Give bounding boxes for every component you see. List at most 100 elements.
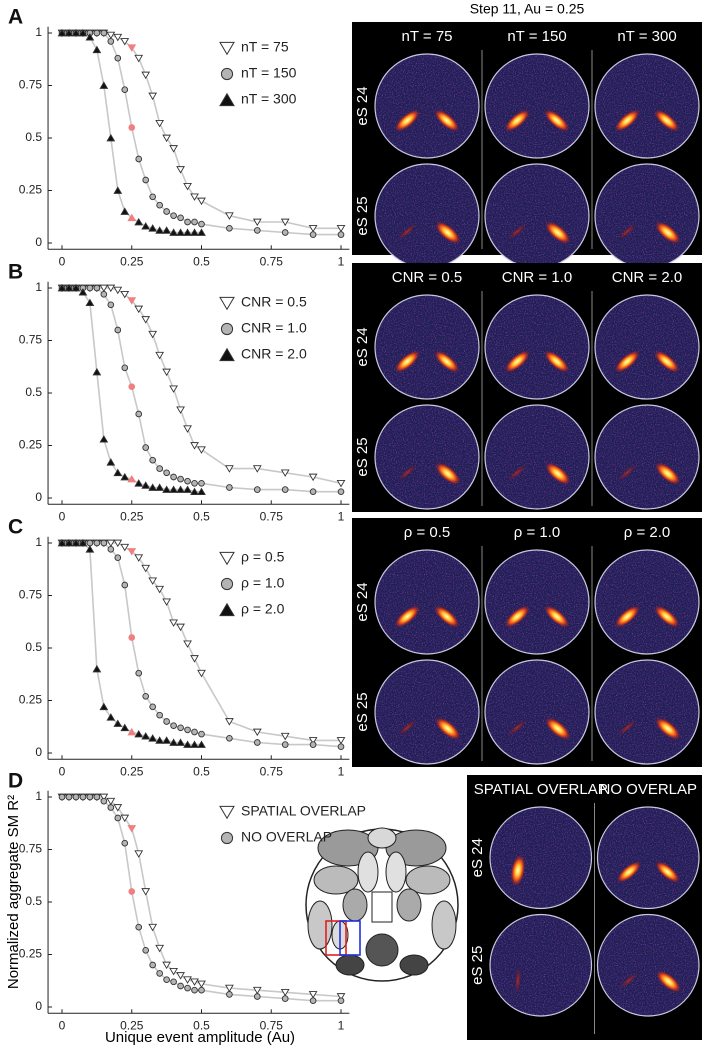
brain-map [597, 807, 699, 909]
brain-map [485, 54, 589, 158]
data-point [176, 406, 185, 414]
data-point [99, 702, 109, 711]
x-tick-label: 1 [338, 1018, 345, 1032]
brain-map [375, 295, 479, 399]
atlas-diagram [305, 827, 459, 982]
data-point [93, 793, 101, 801]
map-outline [489, 913, 593, 1017]
series-line [62, 32, 202, 234]
data-point [170, 978, 177, 986]
data-point [134, 479, 144, 487]
data-point [198, 480, 205, 487]
data-point [190, 740, 199, 748]
brain-map [375, 550, 479, 654]
data-point [191, 986, 198, 994]
image-column-label: ρ = 1.0 [514, 524, 560, 541]
data-point [190, 442, 199, 450]
data-point [85, 33, 95, 41]
data-point [336, 993, 346, 1001]
data-point [127, 474, 137, 483]
data-point [225, 718, 234, 726]
activation-blob [504, 605, 530, 628]
map-outline [489, 806, 593, 910]
data-point [308, 737, 318, 745]
data-point [106, 133, 116, 142]
legend-marker [219, 41, 235, 56]
data-point [176, 166, 185, 174]
legend-label: CNR = 0.5 [241, 294, 307, 310]
data-point [127, 548, 137, 556]
legend-marker [220, 831, 234, 845]
data-point [183, 228, 192, 236]
data-point [107, 38, 115, 45]
data-point [71, 28, 81, 37]
activation-blob [435, 717, 461, 740]
map-outline [484, 659, 590, 765]
activation-blob [544, 109, 570, 132]
data-point [155, 226, 165, 234]
data-point [198, 220, 205, 228]
data-point [191, 728, 198, 736]
data-point [280, 732, 290, 741]
x-axis-label: Unique event amplitude (Au) [105, 1029, 295, 1046]
data-point [309, 741, 317, 748]
data-point [113, 719, 123, 727]
data-point [163, 718, 170, 725]
map-noise [597, 807, 699, 909]
x-tick-label: 0.75 [260, 1018, 284, 1032]
map-noise [485, 660, 589, 764]
data-point [183, 640, 192, 648]
data-point [127, 727, 137, 736]
map-noise [375, 660, 479, 764]
data-point [281, 229, 289, 236]
data-point [141, 71, 151, 80]
data-point [156, 711, 163, 719]
panel-label: D [8, 770, 23, 793]
activation-blob [514, 966, 522, 995]
series-line [62, 542, 341, 742]
data-point [155, 483, 165, 491]
data-point [120, 472, 130, 481]
activation-blob [655, 221, 681, 244]
map-noise [595, 660, 699, 764]
data-point [252, 218, 262, 227]
activation-blob [435, 462, 461, 485]
data-point [113, 468, 123, 477]
y-tick-label: 0.5 [25, 130, 42, 144]
brain-map [490, 914, 592, 1016]
activation-blob [654, 109, 680, 132]
data-point [64, 283, 74, 292]
data-point [135, 669, 143, 677]
data-point [128, 888, 136, 895]
map-noise [595, 54, 699, 158]
legend-label: nT = 75 [241, 39, 289, 55]
image-column-label: SPATIAL OVERLAP [474, 781, 608, 798]
legend-label: SPATIAL OVERLAP [241, 803, 366, 819]
panel-label: A [8, 6, 23, 29]
data-point [134, 850, 144, 858]
y-tick-label: 0.25 [19, 438, 43, 452]
x-tick-label: 0.25 [120, 764, 144, 778]
data-point [336, 479, 346, 488]
data-point [86, 793, 94, 801]
y-tick-label: 0.25 [19, 947, 43, 961]
data-point [197, 740, 206, 748]
y-tick-label: 0.25 [19, 693, 43, 707]
image-column-label: ρ = 0.5 [404, 524, 450, 541]
legend-label: CNR = 2.0 [241, 346, 307, 362]
data-point [191, 218, 198, 226]
data-point [162, 368, 172, 377]
map-outline [374, 659, 480, 765]
data-point [134, 54, 144, 63]
y-tick-label: 0.75 [19, 842, 43, 856]
activation-blob [544, 350, 570, 373]
data-point [121, 86, 129, 93]
activation-blob [510, 854, 526, 887]
legend-marker [219, 551, 235, 566]
data-point [162, 961, 172, 970]
data-point [113, 186, 123, 194]
data-point [114, 54, 122, 62]
data-point [107, 546, 115, 553]
data-point [92, 45, 102, 54]
data-point [85, 545, 95, 553]
